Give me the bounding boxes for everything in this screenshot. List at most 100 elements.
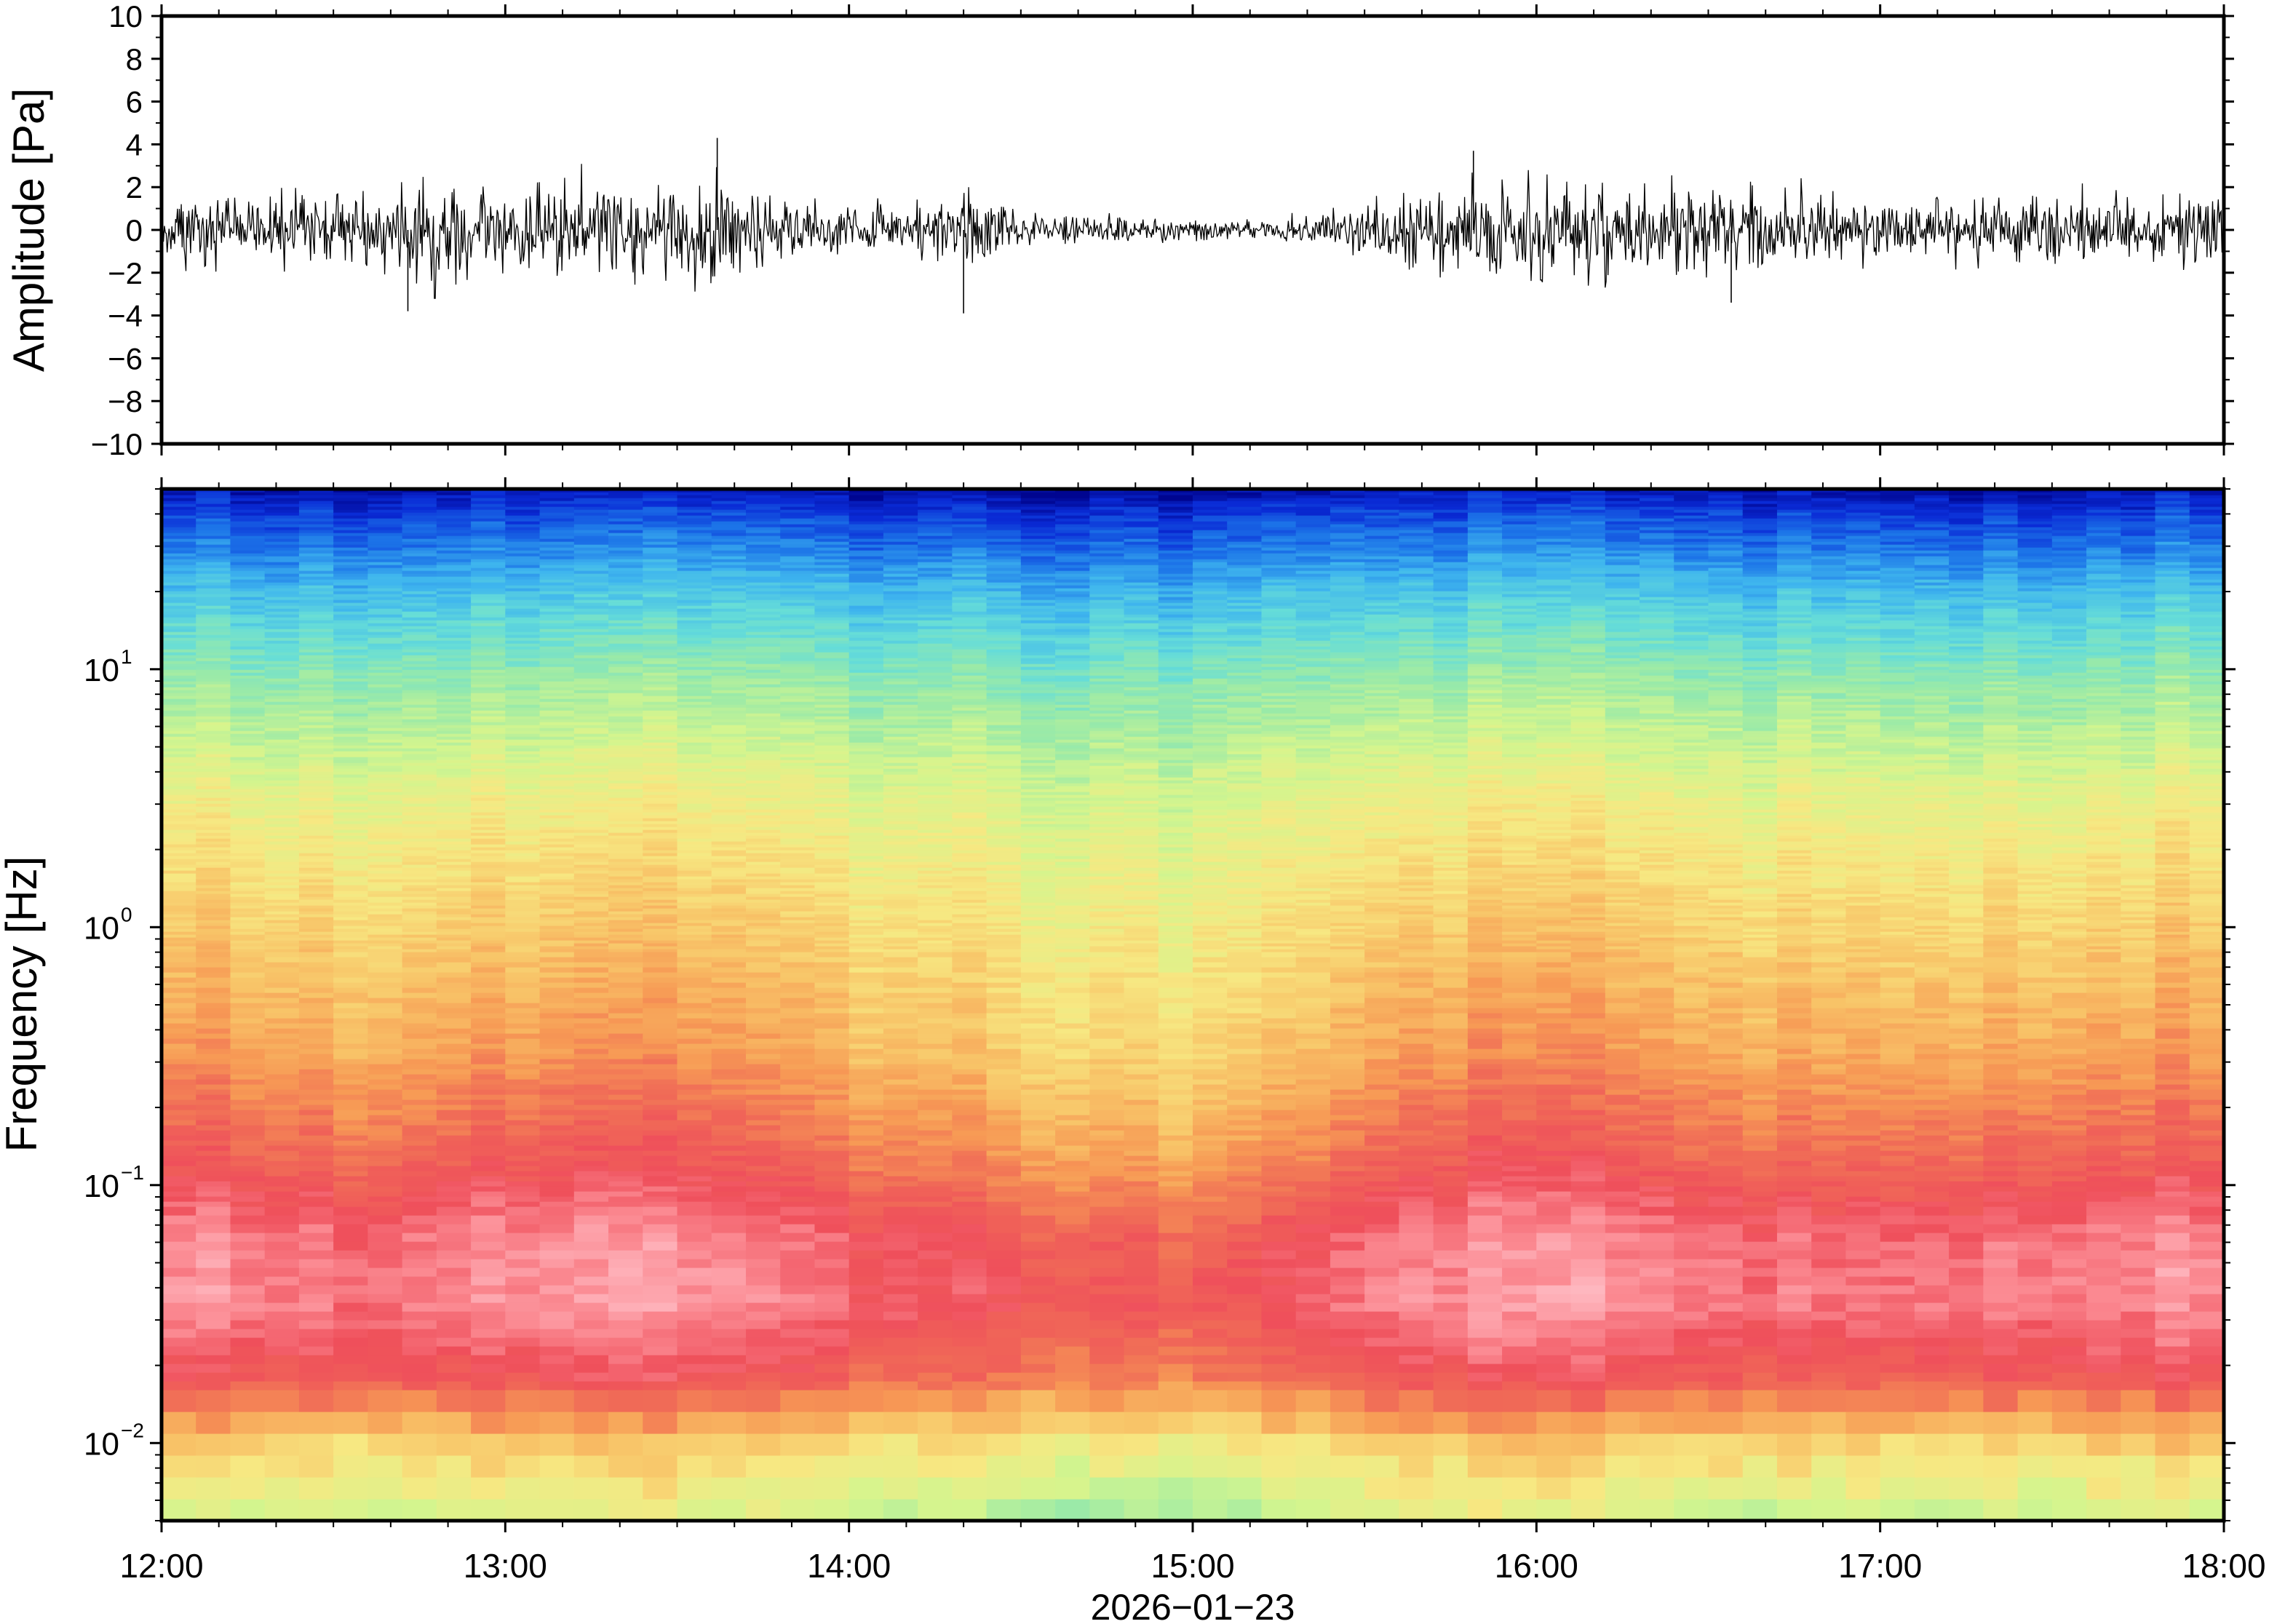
spectrogram-cell [436,1013,472,1019]
spectrogram-cell [745,728,781,731]
spectrogram-cell [573,515,609,519]
spectrogram-cell [298,515,334,519]
spectrogram-cell [573,707,609,711]
spectrogram-cell [539,757,575,760]
spectrogram-cell [402,876,437,880]
spectrogram-cell [196,565,231,568]
spectrogram-cell [573,946,609,950]
spectrogram-cell [196,1302,231,1312]
spectrogram-cell [230,1003,266,1008]
spectrogram-cell [573,664,609,667]
spectrogram-cell [849,977,884,983]
spectrogram-cell [162,1054,196,1059]
spectrogram-cell [814,797,850,801]
spectrogram-cell [436,501,472,504]
spectrogram-cell [643,498,678,501]
spectrogram-cell [780,1008,816,1014]
spectrogram-cell [264,926,300,929]
spectrogram-cell [162,914,196,918]
spectrogram-cell [608,661,643,664]
spectrogram-cell [436,818,472,821]
spectrogram-cell [264,559,300,562]
spectrogram-cell [230,873,266,877]
spectrogram-cell [230,1115,266,1121]
spectrogram-cell [162,576,196,580]
spectrogram-cell [643,600,678,603]
spectrogram-cell [436,864,472,868]
spectrogram-cell [643,675,678,679]
spectrogram-cell [367,1099,403,1105]
spectrogram-cell [264,1346,300,1356]
spectrogram-cell [196,693,231,696]
spectrogram-cell [436,1285,472,1294]
spectrogram-cell [333,768,368,772]
spectrogram-cell [539,506,575,510]
spectrogram-cell [814,777,850,781]
spectrogram-cell [814,1477,850,1500]
spectrogram-cell [436,538,472,542]
spectrogram-cell [333,501,368,504]
spectrogram-cell [780,885,816,888]
spectrogram-cell [264,687,300,690]
spectrogram-cell [849,934,884,938]
spectrogram-cell [539,576,575,580]
spectrogram-cell [402,829,437,833]
spectrogram-cell [298,809,334,813]
spectrogram-cell [298,870,334,874]
spectrogram-cell [230,1023,266,1029]
spectrogram-cell [264,626,300,629]
spectrogram-cell [196,716,231,720]
spectrogram-cell [573,1003,609,1008]
spectrogram-cell [677,1455,712,1478]
spectrogram-cell [745,812,781,816]
spectrogram-cell [367,1028,403,1034]
spectrogram-cell [814,876,850,880]
spectrogram-cell [436,847,472,851]
spectrogram-cell [333,1120,368,1126]
spectrogram-cell [196,1390,231,1412]
spectrogram-cell [745,771,781,775]
spectrogram-cell [573,812,609,816]
spectrogram-cell [333,1346,368,1356]
spectrogram-cell [367,835,403,839]
spectrogram-cell [333,620,368,624]
spectrogram-cell [402,591,437,594]
spectrogram-cell [436,800,472,804]
spectrogram-cell [745,754,781,757]
spectrogram-cell [814,634,850,638]
spectrogram-cell [711,1267,747,1277]
spectrogram-cell [677,722,712,725]
spectrogram-cell [677,771,712,775]
spectrogram-cell [780,934,816,938]
spectrogram-cell [264,873,300,877]
spectrogram-cell [162,649,196,653]
spectrogram-cell [196,1433,231,1456]
spectrogram-cell [608,512,643,516]
spectrogram-cell [230,553,266,557]
spectrogram-cell [643,876,678,880]
spectrogram-cell [643,527,678,530]
spectrogram-cell [711,844,747,848]
spectrogram-cell [608,524,643,528]
spectrogram-cell [745,576,781,580]
spectrogram-cell [264,856,300,859]
spectrogram-cell [677,940,712,944]
spectrogram-cell [539,1008,575,1014]
spectrogram-cell [333,926,368,929]
spectrogram-cell [814,707,850,711]
spectrogram-cell [608,899,643,903]
spectrogram-cell [402,992,437,998]
spectrogram-cell [162,1120,196,1126]
spectrogram-cell [436,1171,472,1177]
spectrogram-cell [780,896,816,900]
spectrogram-cell [573,579,609,583]
spectrogram-cell [367,962,403,968]
spectrogram-cell [505,1455,541,1478]
spectrogram-cell [677,1054,712,1059]
spectrogram-cell [849,850,884,853]
spectrogram-cell [780,853,816,856]
spectrogram-cell [230,739,266,743]
spectrogram-cell [298,1320,334,1329]
spectrogram-cell [264,710,300,714]
spectrogram-cell [849,1054,884,1059]
